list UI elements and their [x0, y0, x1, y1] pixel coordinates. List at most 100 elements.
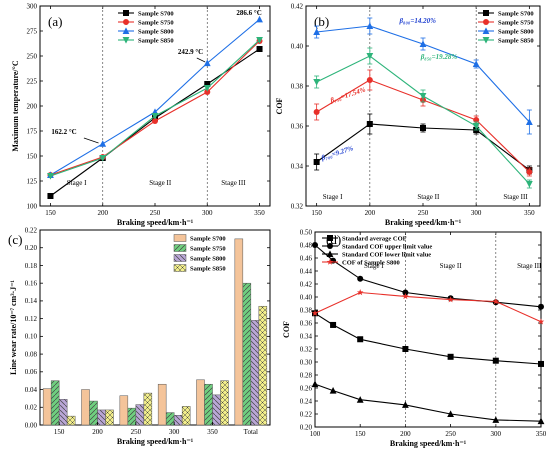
- annotation: 162.2 °C: [51, 128, 76, 136]
- data-point: [99, 155, 107, 162]
- y-tick-label: 275: [27, 27, 38, 35]
- data-point: [538, 303, 544, 310]
- x-tick-label: 350: [524, 209, 535, 217]
- y-tick-label: 0.38: [291, 82, 304, 90]
- y-tick-label: 200: [27, 102, 38, 110]
- data-point: [311, 380, 319, 388]
- bar: [165, 412, 175, 426]
- stage-label: Stage II: [417, 193, 440, 201]
- legend-marker: [122, 37, 130, 44]
- annotation-arrow: [83, 137, 99, 144]
- data-point: [402, 289, 409, 296]
- legend-swatch: [173, 264, 187, 272]
- plot-frame: [39, 229, 271, 426]
- x-tick-label: 200: [365, 209, 376, 217]
- y-tick-label: 125: [27, 177, 38, 185]
- data-point: [492, 416, 500, 423]
- data-point: [402, 401, 409, 408]
- data-point: [313, 79, 321, 86]
- data-point: [313, 28, 321, 35]
- annotation-arrow: [196, 57, 206, 63]
- panel-label: (a): [48, 14, 62, 29]
- panel-label: (c): [8, 232, 22, 247]
- stage-label: Stage II: [440, 262, 463, 270]
- x-tick-label: 150: [54, 428, 65, 436]
- x-tick-label: 250: [418, 209, 429, 217]
- data-point: [329, 387, 337, 394]
- y-tick-label: 300: [27, 2, 38, 10]
- annotation: β₈₀₀=14.20%: [398, 17, 436, 25]
- legend-entry: Sample S850: [498, 37, 534, 44]
- x-tick-label: 350: [536, 430, 547, 438]
- y-tick-label: 0.08: [25, 350, 38, 358]
- legend-entry: Sample S700: [190, 235, 226, 242]
- stage-label: Stage II: [149, 179, 172, 187]
- data-point: [447, 353, 454, 360]
- data-point: [99, 140, 107, 147]
- bar: [181, 406, 191, 426]
- x-tick-label: 150: [311, 209, 322, 217]
- bar: [258, 305, 268, 426]
- x-tick-label: 200: [97, 209, 108, 217]
- stage-label: Stage I: [67, 179, 87, 187]
- data-point: [203, 85, 211, 92]
- bar: [220, 380, 229, 426]
- y-tick-label: 0.40: [291, 42, 304, 50]
- legend-marker: [326, 250, 334, 257]
- series-line: [314, 291, 542, 323]
- data-point: [203, 59, 211, 67]
- x-tick-label: 250: [131, 428, 142, 436]
- data-point: [538, 360, 544, 367]
- legend-entry: Sample S750: [498, 19, 534, 26]
- annotation: 286.6 °C: [236, 9, 261, 17]
- bar: [157, 383, 167, 426]
- data-point: [447, 296, 454, 303]
- data-point: [492, 298, 500, 305]
- y-tick-label: 0.30: [300, 358, 313, 366]
- data-point: [402, 292, 409, 300]
- bar: [212, 394, 221, 426]
- legend-entry: Sample S700: [498, 10, 534, 17]
- legend-marker: [123, 10, 129, 16]
- panel-label: (b): [314, 14, 329, 29]
- legend-entry: Sample S750: [190, 245, 226, 252]
- plot-frame: [39, 5, 271, 207]
- chart-d: 0.20 0.22 0.24 0.26 0.28 0.30 0.32 0.34 0.36 0.38…: [282, 228, 547, 448]
- plot-frame: [314, 231, 542, 428]
- data-point: [419, 93, 427, 100]
- bar: [173, 415, 183, 426]
- stage-label: Stage III: [221, 179, 246, 187]
- x-tick-label: 300: [202, 209, 213, 217]
- data-point: [526, 169, 533, 175]
- y-tick-label: 0.04: [25, 386, 38, 394]
- stage-label: Stage I: [364, 262, 384, 270]
- legend-entry: Sample S800: [498, 28, 534, 35]
- x-tick-label: 350: [254, 209, 265, 217]
- y-tick-label: 0.34: [300, 332, 313, 340]
- legend-entry: Sample S800: [190, 255, 226, 262]
- y-axis-label: Line wear rate/10⁻⁷ cm³·J⁻¹: [9, 280, 18, 375]
- y-axis-label: COF: [282, 321, 291, 338]
- legend-marker: [326, 258, 334, 265]
- data-point: [492, 357, 499, 364]
- y-tick-label: 0.06: [25, 368, 38, 376]
- y-tick-label: 250: [27, 52, 38, 60]
- y-tick-label: 0.16: [25, 279, 38, 287]
- legend-entry: Sample S800: [138, 28, 174, 35]
- y-tick-label: 0.12: [25, 315, 38, 323]
- y-tick-label: 225: [27, 77, 38, 85]
- x-tick-label: 200: [400, 430, 411, 438]
- data-point: [151, 113, 159, 120]
- bar: [66, 415, 76, 426]
- y-tick-label: 0.46: [300, 254, 313, 262]
- data-point: [256, 15, 263, 23]
- legend-entry: Sample S850: [190, 265, 226, 272]
- x-tick-label: 300: [491, 430, 502, 438]
- bar: [105, 409, 114, 426]
- legend-entry: Standard average COF: [342, 235, 407, 242]
- x-tick-label: 350: [207, 428, 218, 436]
- data-point: [366, 77, 373, 83]
- data-point: [525, 118, 533, 125]
- x-axis-label: Braking speed/km·h⁻¹: [385, 218, 462, 227]
- x-tick-label: 300: [169, 428, 180, 436]
